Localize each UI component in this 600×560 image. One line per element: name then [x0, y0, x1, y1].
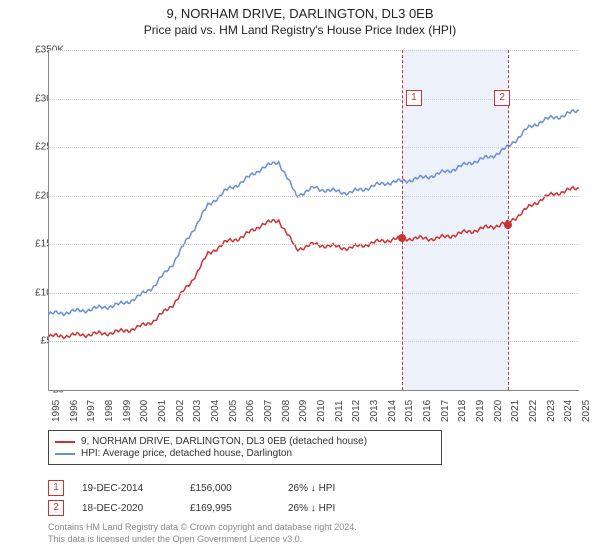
event-vline — [402, 50, 403, 390]
x-axis-label: 1997 — [86, 400, 97, 422]
chart-container: 9, NORHAM DRIVE, DARLINGTON, DL3 0EB Pri… — [0, 0, 600, 560]
x-axis-label: 2013 — [369, 400, 380, 422]
x-axis-label: 2019 — [475, 400, 486, 422]
x-axis-label: 2023 — [546, 400, 557, 422]
plot-area: 12 — [48, 50, 579, 391]
x-axis-label: 2009 — [298, 400, 309, 422]
x-axis-label: 2020 — [493, 400, 504, 422]
sales-row-2: 2 18-DEC-2020 £169,995 26% ↓ HPI — [48, 500, 378, 516]
x-axis-label: 2001 — [157, 400, 168, 422]
x-axis-label: 2008 — [281, 400, 292, 422]
title-subtitle: Price paid vs. HM Land Registry's House … — [0, 23, 600, 37]
legend-item-property: 9, NORHAM DRIVE, DARLINGTON, DL3 0EB (de… — [55, 436, 435, 447]
x-axis-label: 2025 — [581, 400, 592, 422]
sale-date-2: 18-DEC-2020 — [82, 503, 172, 514]
x-axis-label: 2010 — [316, 400, 327, 422]
x-axis-label: 2022 — [528, 400, 539, 422]
footer-line-1: Contains HM Land Registry data © Crown c… — [48, 522, 357, 534]
sale-delta-1: 26% ↓ HPI — [288, 483, 378, 494]
x-axis-label: 2024 — [563, 400, 574, 422]
x-axis-label: 2005 — [228, 400, 239, 422]
x-axis-label: 2012 — [351, 400, 362, 422]
series-line-property — [49, 187, 579, 339]
footer-attribution: Contains HM Land Registry data © Crown c… — [48, 522, 357, 545]
x-axis-label: 2000 — [139, 400, 150, 422]
title-address: 9, NORHAM DRIVE, DARLINGTON, DL3 0EB — [0, 6, 600, 21]
legend-label-property: 9, NORHAM DRIVE, DARLINGTON, DL3 0EB (de… — [81, 436, 367, 447]
sale-marker-1: 1 — [48, 480, 64, 496]
sale-marker-box-2: 2 — [494, 90, 510, 106]
x-axis-label: 1996 — [69, 400, 80, 422]
sale-marker-2: 2 — [48, 500, 64, 516]
x-axis-label: 2006 — [245, 400, 256, 422]
gridline-h — [49, 196, 579, 197]
x-axis-label: 2018 — [457, 400, 468, 422]
sale-date-1: 19-DEC-2014 — [82, 483, 172, 494]
legend-item-hpi: HPI: Average price, detached house, Darl… — [55, 448, 435, 459]
sale-price-2: £169,995 — [190, 503, 270, 514]
legend-box: 9, NORHAM DRIVE, DARLINGTON, DL3 0EB (de… — [48, 430, 442, 465]
x-axis-label: 2016 — [422, 400, 433, 422]
sales-row-1: 1 19-DEC-2014 £156,000 26% ↓ HPI — [48, 480, 378, 496]
gridline-h — [49, 293, 579, 294]
x-axis-label: 2011 — [334, 400, 345, 422]
gridline-h — [49, 50, 579, 51]
series-line-hpi — [49, 110, 579, 316]
footer-line-2: This data is licensed under the Open Gov… — [48, 534, 357, 546]
x-axis-label: 1999 — [122, 400, 133, 422]
x-axis-label: 1998 — [104, 400, 115, 422]
sale-price-1: £156,000 — [190, 483, 270, 494]
x-axis-label: 2007 — [263, 400, 274, 422]
x-axis-label: 2002 — [175, 400, 186, 422]
gridline-h — [49, 147, 579, 148]
sale-marker-box-1: 1 — [406, 90, 422, 106]
x-axis-label: 2014 — [387, 400, 398, 422]
x-axis-label: 2015 — [404, 400, 415, 422]
legend-label-hpi: HPI: Average price, detached house, Darl… — [81, 448, 292, 459]
legend-swatch-property — [55, 441, 75, 443]
title-block: 9, NORHAM DRIVE, DARLINGTON, DL3 0EB Pri… — [0, 0, 600, 37]
legend-swatch-hpi — [55, 453, 75, 455]
x-axis-label: 1995 — [51, 400, 62, 422]
gridline-h — [49, 341, 579, 342]
sale-delta-2: 26% ↓ HPI — [288, 503, 378, 514]
sale-dot-2 — [504, 221, 512, 229]
gridline-h — [49, 244, 579, 245]
x-axis-label: 2004 — [210, 400, 221, 422]
x-axis-label: 2017 — [440, 400, 451, 422]
x-axis-label: 2003 — [192, 400, 203, 422]
x-axis-label: 2021 — [510, 400, 521, 422]
sale-dot-1 — [398, 234, 406, 242]
sales-table: 1 19-DEC-2014 £156,000 26% ↓ HPI 2 18-DE… — [48, 476, 378, 520]
